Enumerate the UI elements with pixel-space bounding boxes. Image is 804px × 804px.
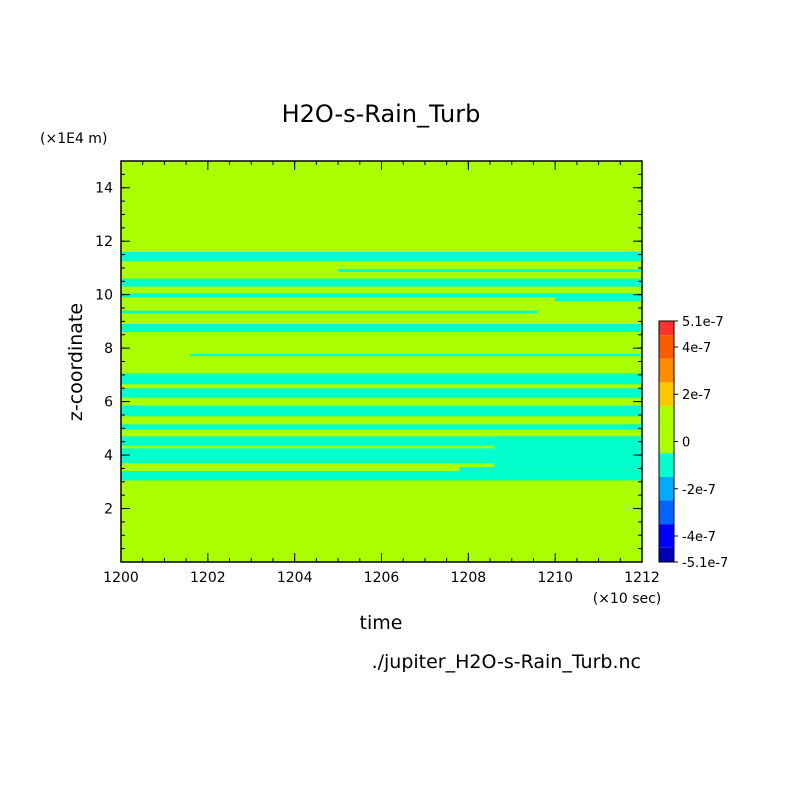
colorbar-swatch-4 bbox=[659, 406, 674, 454]
y-axis-label: z-coordinate bbox=[65, 303, 87, 421]
heatmap-band-15 bbox=[121, 471, 642, 481]
colorbar-swatches bbox=[659, 321, 674, 562]
heatmap-band-16 bbox=[459, 467, 642, 472]
heatmap-band-5 bbox=[121, 310, 538, 314]
heatmap-band-3 bbox=[121, 293, 642, 298]
x-tick-label: 1206 bbox=[364, 570, 400, 586]
heatmap-band-0 bbox=[121, 251, 642, 262]
x-tick-label: 1202 bbox=[190, 570, 226, 586]
y-tick-label: 12 bbox=[95, 234, 113, 250]
colorbar-swatch-8 bbox=[659, 524, 674, 548]
colorbar-swatch-7 bbox=[659, 500, 674, 525]
heatmap-band-14 bbox=[494, 436, 642, 468]
colorbar-swatch-5 bbox=[659, 453, 674, 477]
colorbar-label: -2e-7 bbox=[682, 483, 716, 498]
heatmap-band-11 bbox=[121, 424, 642, 430]
x-tick-label: 1204 bbox=[277, 570, 313, 586]
colorbar-swatch-2 bbox=[659, 358, 674, 383]
colorbar-label: -5.1e-7 bbox=[682, 556, 728, 571]
chart-title: H2O-s-Rain_Turb bbox=[282, 100, 481, 128]
source-file-label: ./jupiter_H2O-s-Rain_Turb.nc bbox=[372, 651, 641, 673]
x-tick-layer: 1200 1202 1204 1206 1208 1210 1212 bbox=[103, 161, 660, 586]
colorbar-swatch-1 bbox=[659, 335, 674, 359]
heatmap-band-1 bbox=[338, 269, 642, 272]
heatmap-band-10 bbox=[121, 405, 642, 417]
x-unit-label: (×10 sec) bbox=[593, 591, 662, 607]
y-tick-label: 4 bbox=[104, 448, 113, 464]
x-tick-label: 1210 bbox=[537, 570, 573, 586]
plot-area: 1200 1202 1204 1206 1208 1210 1212 2 4 6 8 10 12 14 bbox=[95, 160, 660, 586]
y-tick-label: 6 bbox=[104, 395, 113, 411]
y-tick-layer: 2 4 6 8 10 12 14 bbox=[95, 160, 642, 563]
colorbar-label: 5.1e-7 bbox=[682, 315, 724, 330]
x-axis-label: time bbox=[360, 612, 403, 634]
colorbar-swatch-6 bbox=[659, 476, 674, 501]
y-tick-label: 10 bbox=[95, 288, 113, 304]
plot-background bbox=[121, 161, 642, 562]
x-tick-label: 1212 bbox=[624, 570, 660, 586]
colorbar-label: 2e-7 bbox=[682, 388, 711, 403]
x-tick-label: 1200 bbox=[103, 570, 139, 586]
heatmap-band-6 bbox=[121, 324, 642, 333]
y-tick-label: 2 bbox=[104, 502, 113, 518]
x-tick-label: 1208 bbox=[451, 570, 487, 586]
heatmap-band-2 bbox=[121, 278, 642, 287]
colorbar-swatch-9 bbox=[659, 547, 674, 562]
y-tick-label: 14 bbox=[95, 181, 113, 197]
y-tick-label: 8 bbox=[104, 341, 113, 357]
colorbar-label: -4e-7 bbox=[682, 530, 716, 545]
heatmap-band-7 bbox=[190, 354, 642, 357]
colorbar-label: 0 bbox=[682, 436, 690, 451]
band-layer bbox=[121, 251, 642, 481]
y-unit-label: (×1E4 m) bbox=[40, 131, 107, 147]
colorbar: 5.1e-7 4e-7 2e-7 0 -2e-7 -4e-7 -5.1e-7 bbox=[658, 315, 728, 571]
heatmap-band-4 bbox=[555, 297, 642, 302]
colorbar-label: 4e-7 bbox=[682, 341, 711, 356]
heatmap-band-8 bbox=[121, 373, 642, 385]
colorbar-swatch-0 bbox=[659, 321, 674, 336]
heatmap-band-9 bbox=[121, 388, 642, 398]
colorbar-swatch-3 bbox=[659, 382, 674, 407]
heatmap-band-12 bbox=[121, 436, 642, 446]
colorbar-labels: 5.1e-7 4e-7 2e-7 0 -2e-7 -4e-7 -5.1e-7 bbox=[674, 315, 728, 571]
